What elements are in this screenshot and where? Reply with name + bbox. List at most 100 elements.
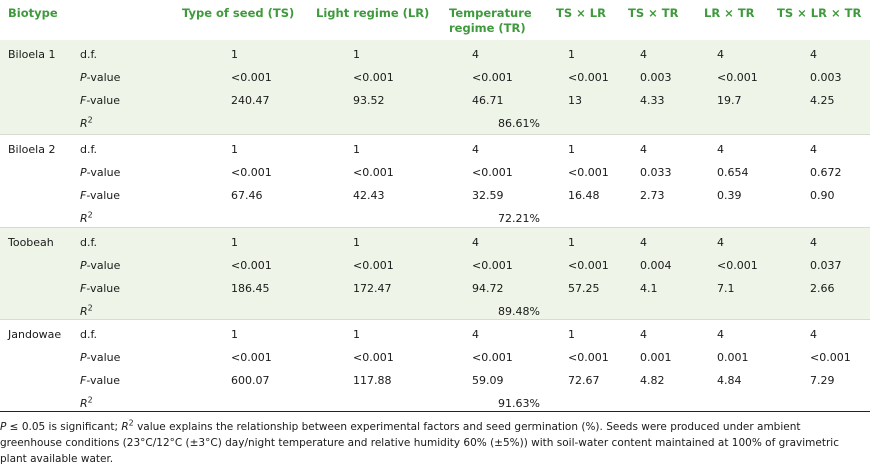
table-cell: 0.001 [717,351,749,364]
table-cell: 0.672 [810,166,842,179]
table-cell: <0.001 [568,351,609,364]
col-biotype: Biotype [8,6,58,20]
table-cell: <0.001 [231,166,272,179]
stat-label: R2 [80,116,93,131]
table-cell: <0.001 [568,71,609,84]
table-row: F-value 67.46 42.43 32.59 16.48 2.73 0.39 0.90 [0,185,870,208]
table-cell: 4 [472,236,479,249]
footnote-r-sup: 2 [128,418,134,428]
stat-italic: F [80,94,87,107]
stat-rest: -value [86,71,121,84]
table-cell: 4 [717,236,724,249]
table-cell: 7.29 [810,374,835,387]
table-cell: 4 [640,236,647,249]
table-row: F-value 600.07 117.88 59.09 72.67 4.82 4.84 7.2… [0,370,870,393]
table-cell: 1 [353,236,360,249]
stat-label: d.f. [80,143,98,156]
biotype-group: Toobeah d.f. 1 1 4 1 4 4 4 P-value <0.001 <0.001 <0.… [0,227,870,320]
table-cell: <0.001 [472,259,513,272]
table-cell: 1 [353,328,360,341]
table-cell: 4 [640,328,647,341]
col-lr-tr: LR × TR [704,6,755,20]
stat-sup: 2 [87,210,93,220]
table-cell: 600.07 [231,374,270,387]
table-cell: 1 [353,143,360,156]
footnote-part1: ≤ 0.05 is significant; [6,421,122,433]
table-cell: 1 [231,143,238,156]
table-cell: 0.39 [717,189,742,202]
table-row: F-value 240.47 93.52 46.71 13 4.33 19.7 4.25 [0,90,870,113]
table-cell: <0.001 [353,351,394,364]
table-cell: <0.001 [472,71,513,84]
stat-italic: F [80,282,87,295]
table-row: R2 86.61% [0,113,870,136]
table-cell: 16.48 [568,189,600,202]
table-cell: 240.47 [231,94,270,107]
r2-value: 72.21% [498,212,540,225]
stat-rest: -value [86,166,121,179]
table-cell: <0.001 [231,71,272,84]
table-cell: 4.84 [717,374,742,387]
stat-italic: R [80,212,88,225]
table-cell: 0.001 [640,351,672,364]
stat-label: P-value [80,71,120,85]
table-row: R2 91.63% [0,393,870,416]
stat-rest: -value [86,351,121,364]
stat-italic: R [80,117,88,130]
table-row: R2 72.21% [0,208,870,231]
table-cell: 4.1 [640,282,658,295]
table-cell: 1 [568,328,575,341]
table-cell: <0.001 [472,166,513,179]
stat-label: d.f. [80,236,98,249]
biotype-name: Toobeah [8,236,54,249]
stat-italic: P [80,166,87,179]
stat-rest: -value [86,259,121,272]
table-cell: <0.001 [568,259,609,272]
table-cell: 32.59 [472,189,504,202]
col-light-regime: Light regime (LR) [316,6,430,20]
table-cell: 0.003 [640,71,672,84]
col-ts-tr: TS × TR [628,6,679,20]
stat-rest: -value [86,94,121,107]
stat-label: P-value [80,166,120,180]
table-cell: <0.001 [717,71,758,84]
table-cell: 4 [640,48,647,61]
table-cell: 0.037 [810,259,842,272]
table-cell: 4.25 [810,94,835,107]
table-cell: 19.7 [717,94,742,107]
stat-rest: -value [86,374,121,387]
table-cell: 0.90 [810,189,835,202]
stat-rest: -value [86,189,121,202]
table-cell: 1 [353,48,360,61]
table-cell: 94.72 [472,282,504,295]
table-cell: <0.001 [810,351,851,364]
table-cell: <0.001 [231,259,272,272]
stat-label: F-value [80,282,120,296]
table-cell: 1 [231,236,238,249]
col-temperature-regime: Temperature regime (TR) [449,6,532,35]
table-cell: 57.25 [568,282,600,295]
biotype-name: Biloela 1 [8,48,56,61]
stat-label: d.f. [80,48,98,61]
table-cell: 67.46 [231,189,263,202]
table-cell: <0.001 [472,351,513,364]
biotype-group: Biloela 2 d.f. 1 1 4 1 4 4 4 P-value <0.001 <0.001 <… [0,134,870,228]
stat-label: F-value [80,374,120,388]
table-footnote: P ≤ 0.05 is significant; R2 value explai… [0,419,864,467]
table-cell: 117.88 [353,374,392,387]
r2-value: 86.61% [498,117,540,130]
bottom-rule [0,411,870,412]
stat-rest: -value [86,282,121,295]
stat-italic: P [80,71,87,84]
table-cell: 4 [472,143,479,156]
table-cell: 2.66 [810,282,835,295]
col-ts-lr: TS × LR [556,6,606,20]
table-cell: 13 [568,94,582,107]
table-cell: 1 [568,143,575,156]
table-cell: 1 [568,48,575,61]
stat-italic: P [80,351,87,364]
table-cell: <0.001 [568,166,609,179]
table-row: P-value <0.001 <0.001 <0.001 <0.001 0.004 <0.0… [0,255,870,278]
table-cell: <0.001 [717,259,758,272]
